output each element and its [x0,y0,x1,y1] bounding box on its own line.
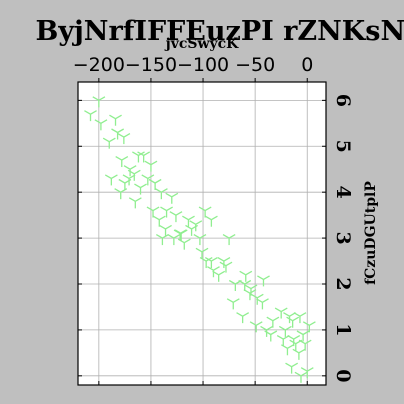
data-point [104,174,118,186]
y-tick-label: 6 [332,94,354,107]
y-tick-label: 4 [332,186,354,199]
data-point [169,211,183,223]
data-point [189,220,203,232]
data-point [219,261,233,273]
data-point [165,192,179,204]
data-point [141,174,155,186]
data-point [266,316,280,328]
data-point [159,224,172,236]
data-point [102,137,116,149]
x-axis-ticks: −200 −150 −100 −50 0 [73,54,313,385]
plot-area [78,82,326,385]
x-tick-label: −200 [73,54,125,76]
data-point [256,298,269,310]
data-point [293,312,307,324]
y-tick-label: 2 [332,277,354,290]
data-point [173,229,187,241]
data-point [167,234,181,246]
data-point [84,110,97,122]
data-point [177,238,191,250]
data-point [92,96,106,108]
data-point [204,215,218,227]
data-point [94,119,108,131]
y-axis-label: fCzuDGUtplP [363,181,379,285]
data-point [300,367,314,379]
data-point [217,256,231,269]
data-point [260,325,274,337]
x-tick-label: −100 [177,54,229,76]
data-point [155,234,169,246]
data-point [287,335,301,347]
data-point [185,224,198,236]
grid-lines [78,82,326,385]
data-point [204,256,218,269]
data-point [144,160,158,172]
data-point [193,234,207,246]
y-axis-ticks: 0 1 2 3 4 5 6 [78,94,354,382]
data-point [146,206,160,218]
data-point [160,206,173,218]
data-point [286,316,300,328]
data-point [296,330,310,342]
data-point [109,114,122,126]
data-point [118,178,132,190]
plot-frame [77,81,327,386]
y-tick-label: 1 [332,323,354,336]
data-point [285,362,299,374]
data-point [298,339,312,351]
data-points [84,96,316,383]
data-point [281,344,294,356]
chart-title: ByjNrfIFFEuzPI rZNKsNz [36,16,404,47]
data-point [195,247,209,259]
data-point [294,371,308,383]
data-point [182,215,195,227]
data-point [257,275,270,287]
y-tick-label: 0 [332,369,354,382]
data-point [115,155,129,168]
x-tick-label: −150 [125,54,177,76]
y-tick-label: 5 [332,140,354,153]
data-point [134,183,147,195]
data-point [274,307,288,319]
data-point [278,325,292,337]
data-point [243,289,257,301]
data-point [137,151,151,163]
data-point [114,188,128,200]
data-point [302,321,316,333]
data-point [198,206,212,218]
data-point [152,215,166,227]
data-point [212,270,226,282]
x-tick-label: 0 [301,54,313,76]
y-tick-label: 3 [332,231,354,244]
data-point [154,188,168,200]
data-point [128,197,142,209]
x-tick-label: −50 [235,54,275,76]
x-axis-label: jvcSwycK [164,36,240,52]
data-point [127,169,141,181]
data-point [123,165,137,177]
data-point [264,330,278,342]
data-point [111,128,125,140]
data-point [148,178,162,190]
data-point [239,270,253,282]
data-point [226,298,240,310]
data-point [249,321,263,333]
data-point [292,348,306,360]
data-point [222,234,236,246]
data-point [236,312,250,324]
data-point [117,133,131,145]
